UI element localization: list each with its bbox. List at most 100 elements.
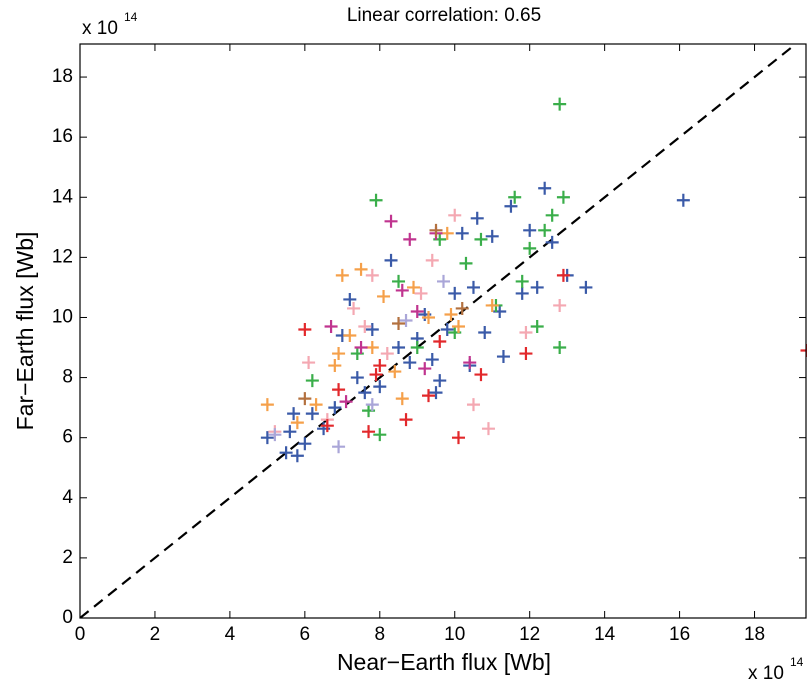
x-scale-exponent: 14 (790, 655, 804, 669)
point (365, 398, 379, 412)
point (298, 437, 312, 451)
point (553, 97, 567, 111)
point (395, 283, 409, 297)
point (395, 392, 409, 406)
point (410, 304, 424, 318)
point (335, 268, 349, 282)
point (448, 208, 462, 222)
point (519, 347, 533, 361)
x-tick-label: 6 (300, 624, 311, 645)
point (553, 341, 567, 355)
point (474, 368, 488, 382)
point (298, 322, 312, 336)
chart-title: Linear correlation: 0.65 (347, 5, 541, 26)
point (485, 298, 499, 312)
plot-area (80, 44, 807, 618)
point (556, 268, 570, 282)
y-tick-label: 18 (52, 66, 73, 87)
point (373, 380, 387, 394)
point (504, 199, 518, 213)
point (332, 440, 346, 454)
point (553, 298, 567, 312)
point (320, 419, 334, 433)
point (324, 319, 338, 333)
point (392, 274, 406, 288)
point (425, 253, 439, 267)
point (283, 425, 297, 439)
point (444, 307, 458, 321)
point (474, 232, 488, 246)
point (328, 401, 342, 415)
point (414, 286, 428, 300)
y-tick-label: 2 (62, 547, 73, 568)
point (676, 193, 690, 207)
point (332, 383, 346, 397)
point (392, 316, 406, 330)
point (545, 208, 559, 222)
point (365, 341, 379, 355)
point (440, 322, 454, 336)
point (403, 232, 417, 246)
point (290, 416, 304, 430)
point (478, 326, 492, 340)
point (260, 431, 274, 445)
point (268, 428, 282, 442)
x-tick-label: 2 (150, 624, 161, 645)
x-axis-label: Near−Earth flux [Wb] (337, 649, 551, 675)
point (384, 253, 398, 267)
point (481, 422, 495, 436)
x-tick-label: 16 (669, 624, 690, 645)
point (538, 181, 552, 195)
point (455, 301, 469, 315)
x-tick-label: 8 (375, 624, 386, 645)
point (459, 256, 473, 270)
point (422, 389, 436, 403)
point (466, 280, 480, 294)
point (354, 262, 368, 276)
point (354, 341, 368, 355)
point (515, 286, 529, 300)
point (433, 374, 447, 388)
point (358, 319, 372, 333)
point (429, 386, 443, 400)
point (343, 292, 357, 306)
point (380, 347, 394, 361)
point (410, 341, 424, 355)
y-axis-label: Far−Earth flux [Wb] (12, 232, 38, 431)
point (530, 319, 544, 333)
point (373, 428, 387, 442)
x-tick-label: 10 (444, 624, 465, 645)
point (530, 280, 544, 294)
point (347, 301, 361, 315)
point (407, 280, 421, 294)
x-tick-label: 12 (519, 624, 540, 645)
point (287, 407, 301, 421)
point (545, 235, 559, 249)
y-tick-label: 14 (52, 186, 74, 207)
point (399, 413, 413, 427)
identity-line (80, 44, 797, 618)
point (343, 329, 357, 343)
y-tick-label: 4 (62, 487, 73, 508)
point (305, 407, 319, 421)
point (388, 365, 402, 379)
point (384, 214, 398, 228)
x-tick-label: 4 (225, 624, 236, 645)
point (365, 268, 379, 282)
point (519, 326, 533, 340)
point (448, 286, 462, 300)
point (309, 398, 323, 412)
point (332, 347, 346, 361)
x-scale-base: x 10 (748, 663, 784, 684)
point (392, 341, 406, 355)
point (463, 356, 477, 370)
point (451, 431, 465, 445)
y-scale-base: x 10 (82, 18, 118, 39)
point (418, 362, 432, 376)
point (800, 344, 807, 358)
point (523, 223, 537, 237)
point (298, 392, 312, 406)
point (290, 449, 304, 463)
